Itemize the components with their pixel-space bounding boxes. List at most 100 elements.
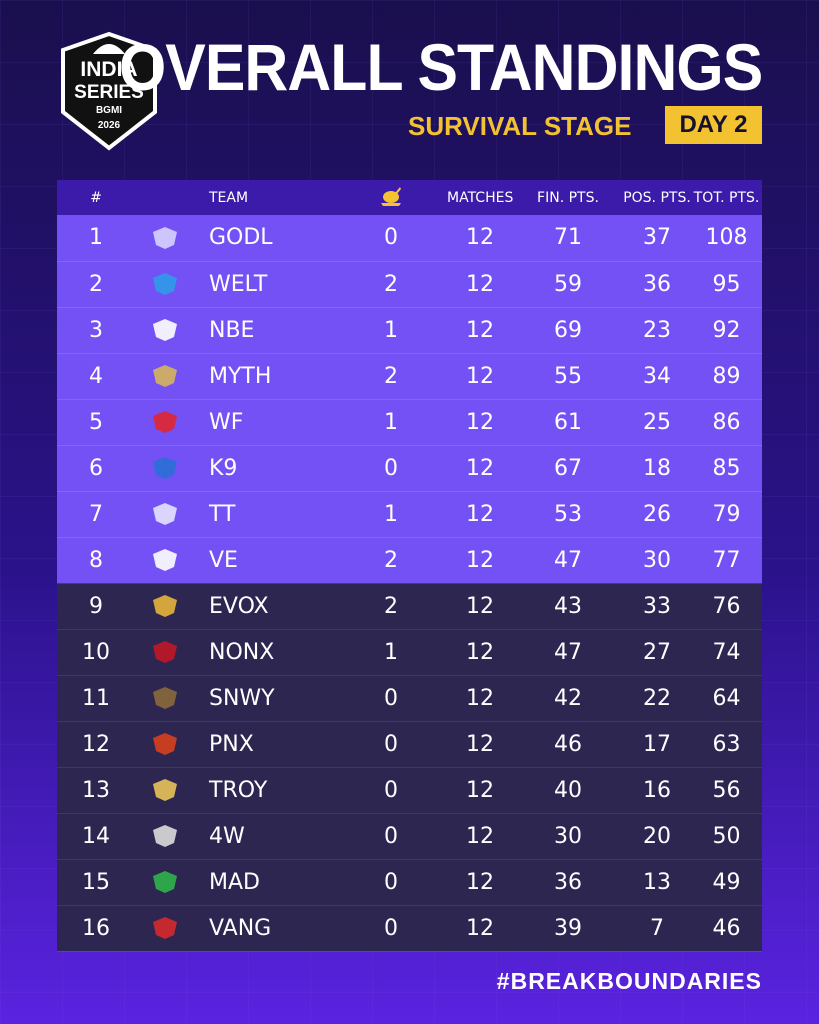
svg-text:BGMI: BGMI — [96, 105, 122, 116]
team-logo-icon — [150, 455, 180, 481]
rank-cell: 4 — [57, 353, 135, 400]
matches-cell: 12 — [447, 491, 513, 538]
team-name-cell: EVOX — [195, 583, 335, 630]
pos-pts-cell: 18 — [623, 445, 691, 492]
team-name-cell: TROY — [195, 767, 335, 814]
fin-pts-cell: 55 — [513, 353, 623, 400]
team-name-cell: GODL — [195, 215, 335, 262]
team-logo-icon — [150, 363, 180, 389]
table-row: 9 EVOX 2 12 43 33 76 — [57, 583, 762, 630]
tot-pts-cell: 92 — [691, 307, 762, 354]
matches-cell: 12 — [447, 353, 513, 400]
table-row: 11 SNWY 0 12 42 22 64 — [57, 675, 762, 722]
fin-pts-cell: 67 — [513, 445, 623, 492]
pos-pts-cell: 26 — [623, 491, 691, 538]
matches-cell: 12 — [447, 859, 513, 906]
fin-pts-cell: 53 — [513, 491, 623, 538]
team-name-cell: WF — [195, 399, 335, 446]
pos-pts-cell: 7 — [623, 905, 691, 952]
tot-pts-cell: 108 — [691, 215, 762, 262]
rank-cell: 16 — [57, 905, 135, 952]
hashtag: #BREAKBOUNDARIES — [496, 968, 762, 994]
team-logo-cell — [135, 583, 195, 630]
team-logo-icon — [150, 225, 180, 251]
table-row: 7 TT 1 12 53 26 79 — [57, 491, 762, 538]
wins-cell: 2 — [335, 353, 447, 400]
tot-pts-cell: 64 — [691, 675, 762, 722]
team-logo-icon — [150, 317, 180, 343]
fin-pts-cell: 47 — [513, 537, 623, 584]
fin-pts-cell: 59 — [513, 261, 623, 308]
pos-pts-cell: 36 — [623, 261, 691, 308]
team-logo-icon — [150, 823, 180, 849]
table-row: 6 K9 0 12 67 18 85 — [57, 445, 762, 492]
tot-pts-cell: 95 — [691, 261, 762, 308]
pos-pts-cell: 20 — [623, 813, 691, 860]
matches-cell: 12 — [447, 215, 513, 262]
table-row: 2 WELT 2 12 59 36 95 — [57, 261, 762, 308]
header-chicken — [335, 180, 447, 215]
table-header-row: # TEAM MATCHES FIN. PTS. POS. PTS. TOT. … — [57, 180, 762, 215]
rank-cell: 6 — [57, 445, 135, 492]
svg-text:2026: 2026 — [98, 120, 121, 131]
team-logo-icon — [150, 501, 180, 527]
pos-pts-cell: 23 — [623, 307, 691, 354]
team-logo-icon — [150, 915, 180, 941]
svg-text:INDIA: INDIA — [80, 58, 137, 81]
rank-cell: 11 — [57, 675, 135, 722]
fin-pts-cell: 43 — [513, 583, 623, 630]
pos-pts-cell: 16 — [623, 767, 691, 814]
fin-pts-cell: 47 — [513, 629, 623, 676]
team-logo-icon — [150, 593, 180, 619]
tot-pts-cell: 79 — [691, 491, 762, 538]
rank-cell: 14 — [57, 813, 135, 860]
team-logo-cell — [135, 767, 195, 814]
team-logo-icon — [150, 777, 180, 803]
pos-pts-cell: 37 — [623, 215, 691, 262]
header-rank: # — [90, 189, 102, 206]
team-logo-cell — [135, 399, 195, 446]
table-row: 4 MYTH 2 12 55 34 89 — [57, 353, 762, 400]
wins-cell: 2 — [335, 583, 447, 630]
team-logo-cell — [135, 261, 195, 308]
table-row: 14 4W 0 12 30 20 50 — [57, 813, 762, 860]
team-logo-icon — [150, 547, 180, 573]
tot-pts-cell: 46 — [691, 905, 762, 952]
table-row: 5 WF 1 12 61 25 86 — [57, 399, 762, 446]
team-logo-cell — [135, 307, 195, 354]
tot-pts-cell: 86 — [691, 399, 762, 446]
team-logo-cell — [135, 629, 195, 676]
table-row: 3 NBE 1 12 69 23 92 — [57, 307, 762, 354]
wins-cell: 0 — [335, 721, 447, 768]
rank-cell: 7 — [57, 491, 135, 538]
pos-pts-cell: 13 — [623, 859, 691, 906]
header-matches: MATCHES — [447, 189, 514, 206]
team-logo-cell — [135, 813, 195, 860]
tot-pts-cell: 63 — [691, 721, 762, 768]
fin-pts-cell: 39 — [513, 905, 623, 952]
wins-cell: 1 — [335, 307, 447, 354]
header-logo — [135, 180, 195, 215]
wins-cell: 1 — [335, 399, 447, 446]
team-logo-icon — [150, 685, 180, 711]
matches-cell: 12 — [447, 399, 513, 446]
chicken-dinner-icon — [381, 186, 401, 206]
header-pos-pts: POS. PTS. — [623, 189, 691, 206]
header-team: TEAM — [209, 189, 249, 206]
matches-cell: 12 — [447, 905, 513, 952]
india-series-logo: INDIA SERIES BGMI 2026 — [61, 31, 157, 151]
team-name-cell: WELT — [195, 261, 335, 308]
team-name-cell: 4W — [195, 813, 335, 860]
team-logo-icon — [150, 409, 180, 435]
fin-pts-cell: 69 — [513, 307, 623, 354]
team-logo-cell — [135, 491, 195, 538]
matches-cell: 12 — [447, 445, 513, 492]
pos-pts-cell: 30 — [623, 537, 691, 584]
table-row: 12 PNX 0 12 46 17 63 — [57, 721, 762, 768]
team-logo-cell — [135, 445, 195, 492]
tot-pts-cell: 76 — [691, 583, 762, 630]
team-name-cell: SNWY — [195, 675, 335, 722]
team-name-cell: MAD — [195, 859, 335, 906]
wins-cell: 2 — [335, 261, 447, 308]
team-logo-icon — [150, 271, 180, 297]
